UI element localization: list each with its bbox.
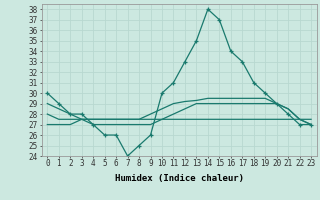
X-axis label: Humidex (Indice chaleur): Humidex (Indice chaleur) — [115, 174, 244, 183]
